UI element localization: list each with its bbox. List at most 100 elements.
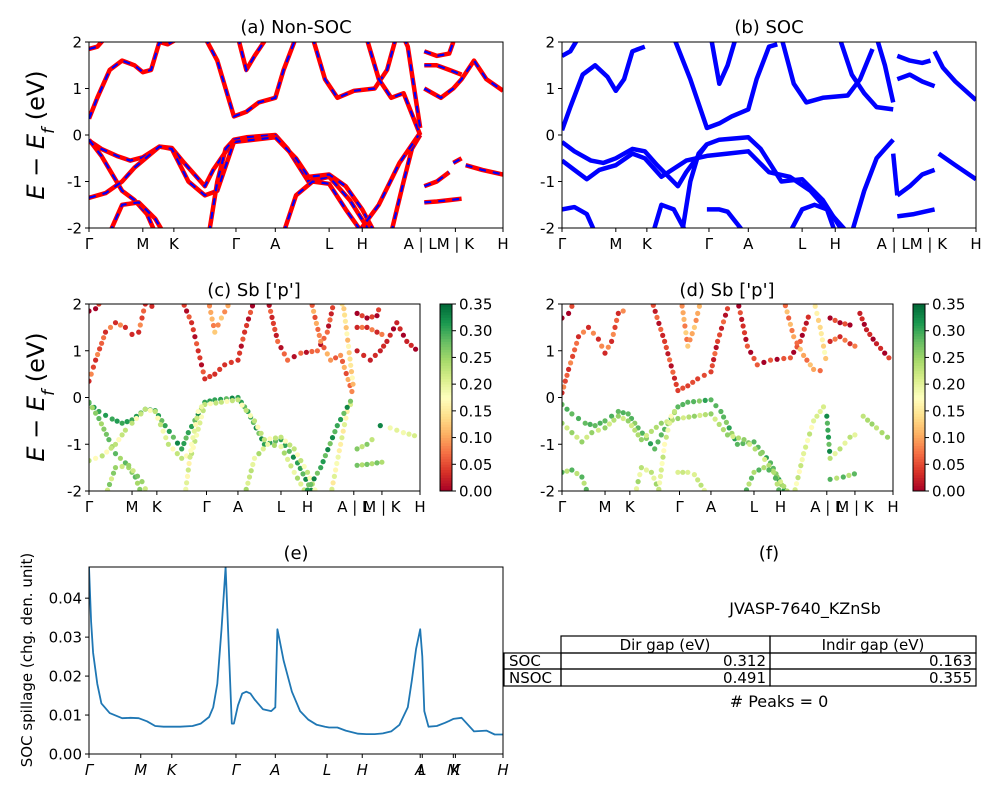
- projection-point: [740, 440, 746, 447]
- panel-c-ytick-label: -1: [67, 436, 82, 454]
- colorbar-segment: [913, 346, 925, 350]
- colorbar-segment: [440, 378, 452, 382]
- colorbar-segment: [913, 410, 925, 414]
- projection-point: [639, 430, 645, 436]
- soc-band-line: [896, 207, 936, 219]
- colorbar-segment: [440, 325, 452, 329]
- projection-point: [347, 398, 354, 404]
- projection-point: [628, 423, 635, 429]
- projection-point: [195, 348, 201, 354]
- soc-band-dashed-line: [366, 42, 422, 136]
- projection-point: [772, 475, 779, 481]
- projection-point: [743, 336, 749, 342]
- colorbar-segment: [440, 464, 452, 468]
- soc-band-dashed-line: [424, 197, 462, 204]
- projection-point: [96, 415, 102, 422]
- soc-band-dashed-line: [284, 180, 361, 228]
- projection-point: [93, 357, 99, 363]
- colorbar-segment: [440, 418, 452, 422]
- colorbar-segment: [913, 362, 925, 366]
- projection-point: [657, 480, 663, 486]
- projection-point: [194, 432, 200, 438]
- projection-point: [109, 416, 115, 422]
- colorbar-tick-label: 0.20: [932, 376, 965, 394]
- projection-point: [183, 435, 189, 441]
- projection-point: [562, 401, 565, 408]
- projection-point: [381, 343, 387, 349]
- projection-point: [708, 411, 714, 417]
- projection-point: [809, 424, 815, 430]
- projection-point: [333, 467, 339, 473]
- projection-point: [852, 343, 858, 349]
- projection-point: [715, 338, 721, 344]
- projection-point: [186, 460, 192, 467]
- projection-point: [847, 322, 853, 328]
- panel-d-xtick-label: A: [706, 498, 717, 516]
- projection-point: [240, 336, 246, 342]
- projection-point: [675, 387, 681, 394]
- panel-d-xtick-label: A | L: [810, 498, 844, 516]
- projection-point: [615, 408, 621, 415]
- colorbar-segment: [913, 338, 925, 342]
- projection-point: [198, 404, 205, 410]
- panel-a-ytick-label: -2: [67, 220, 82, 238]
- colorbar-segment: [440, 456, 452, 460]
- colorbar-segment: [913, 488, 925, 492]
- projection-point: [116, 437, 122, 443]
- projection-point: [400, 332, 406, 338]
- colorbar-segment: [913, 333, 925, 337]
- projection-point: [826, 441, 832, 447]
- panel-a-xtick-label: M | K: [437, 235, 476, 253]
- panel-e-xtick-label: A: [414, 761, 425, 779]
- projection-point: [243, 486, 249, 491]
- projection-point: [581, 480, 587, 486]
- projection-point: [96, 304, 102, 307]
- colorbar-segment: [913, 325, 925, 329]
- colorbar-segment: [440, 434, 452, 438]
- projection-point: [278, 345, 284, 351]
- colorbar-segment: [913, 458, 925, 463]
- projection-point: [662, 441, 668, 447]
- panel-e-xtick-label: M: [447, 761, 460, 779]
- projection-point: [309, 304, 315, 308]
- projection-point: [342, 312, 348, 318]
- projection-point: [842, 337, 848, 343]
- colorbar-segment: [440, 405, 452, 409]
- projection-point: [643, 467, 650, 473]
- colorbar-segment: [913, 312, 925, 316]
- panel-c-xtick-label: A | L: [337, 498, 371, 516]
- projection-point: [647, 441, 654, 447]
- projection-point: [569, 304, 575, 309]
- panel-c-xtick-label: H: [414, 498, 425, 516]
- colorbar-segment: [913, 445, 925, 449]
- projection-point: [620, 410, 626, 416]
- projection-point: [345, 337, 351, 343]
- panel-a-xtick-label: Γ: [232, 235, 241, 253]
- projection-point: [781, 355, 787, 362]
- projection-point: [655, 439, 661, 445]
- projection-point: [311, 476, 317, 482]
- projection-point: [406, 431, 412, 437]
- projection-point: [668, 413, 674, 419]
- projection-point: [784, 309, 790, 315]
- projection-point: [569, 430, 575, 436]
- projection-point: [193, 422, 199, 428]
- colorbar-segment: [913, 397, 925, 401]
- projection-point: [721, 414, 727, 420]
- projection-point: [723, 419, 730, 425]
- projection-point: [301, 463, 307, 470]
- projection-point: [377, 423, 383, 429]
- projection-point: [663, 344, 669, 351]
- projection-point: [112, 465, 119, 471]
- nsoc-band-line: [204, 42, 297, 119]
- projection-point: [680, 310, 686, 316]
- colorbar-segment: [913, 469, 925, 473]
- panel-d-xtick-label: L: [750, 498, 759, 516]
- colorbar-tick-label: 0.05: [932, 456, 965, 474]
- projection-point: [847, 434, 853, 440]
- projection-point: [379, 459, 385, 465]
- projection-point: [344, 404, 350, 410]
- colorbar-segment: [913, 309, 925, 313]
- soc-band-line: [562, 135, 844, 228]
